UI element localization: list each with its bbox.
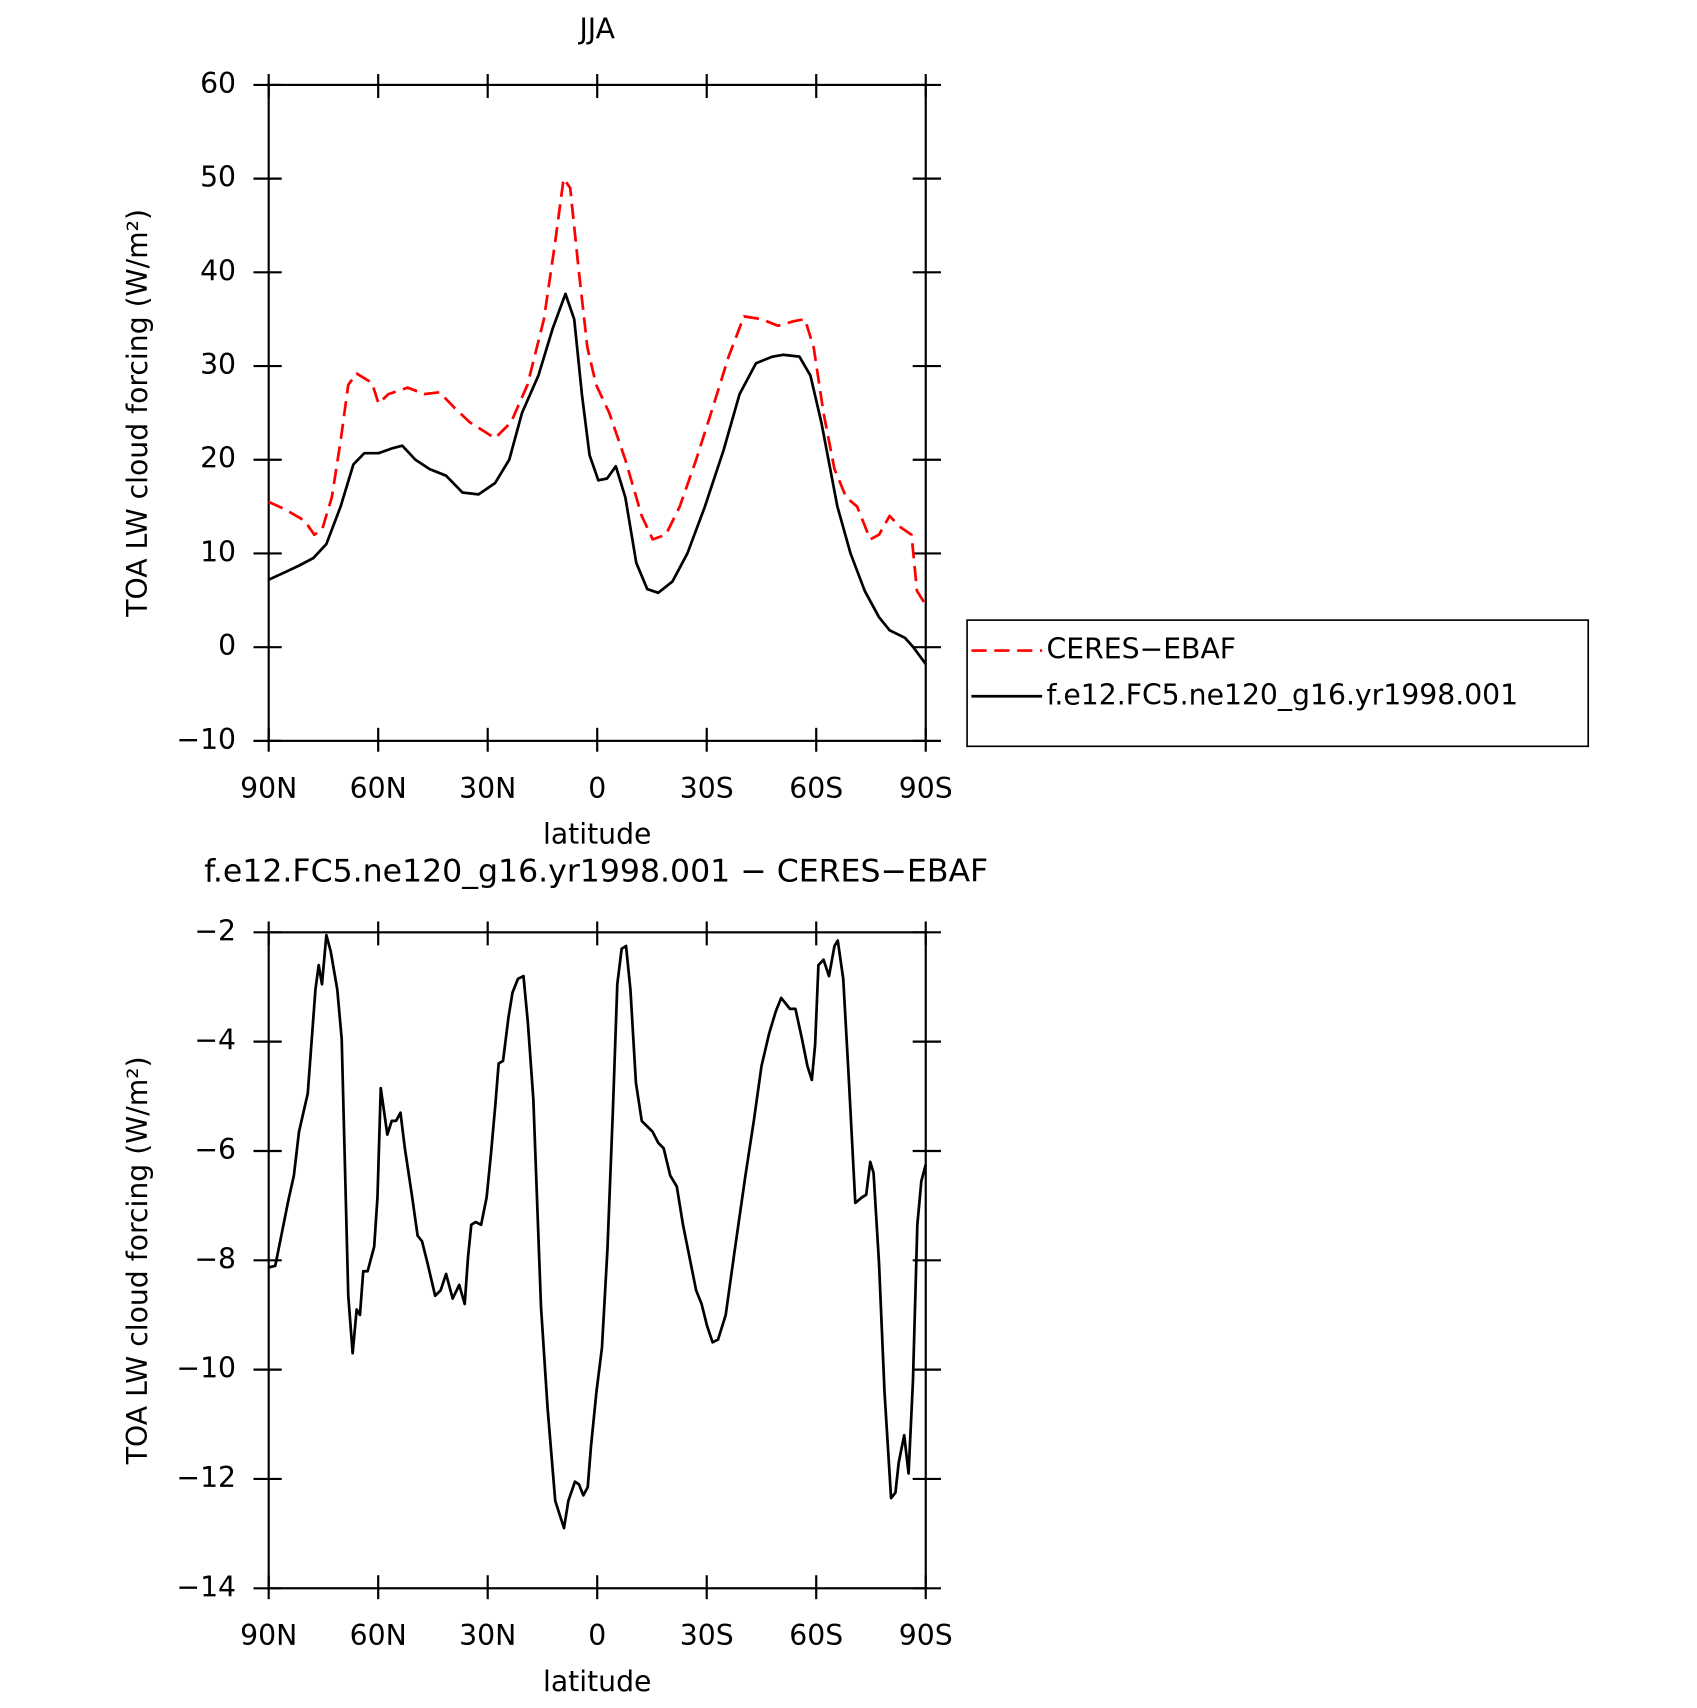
- plot-frame: [267, 931, 927, 1590]
- y-tick-label: −2: [194, 914, 236, 947]
- x-tick-label: 30S: [680, 1619, 734, 1652]
- plot-frame: [267, 83, 927, 742]
- x-tick-label: 60S: [789, 1619, 843, 1652]
- x-axis-label: latitude: [543, 818, 651, 851]
- data-line: [268, 177, 927, 606]
- y-tick-label: −14: [176, 1570, 236, 1603]
- data-line: [268, 292, 927, 665]
- legend-label: CERES−EBAF: [1046, 633, 1236, 666]
- y-tick-label: 20: [200, 442, 236, 475]
- y-tick-label: 50: [200, 161, 236, 194]
- x-axis-label: latitude: [543, 1665, 651, 1698]
- x-tick-label: 60S: [789, 772, 843, 805]
- chart-title: JJA: [577, 13, 615, 46]
- x-tick-label: 30S: [680, 772, 734, 805]
- y-tick-label: −4: [194, 1024, 236, 1057]
- x-tick-label: 90N: [240, 772, 297, 805]
- y-tick-label: 10: [200, 535, 236, 568]
- y-tick-label: −10: [176, 1352, 236, 1385]
- x-tick-label: 0: [588, 1619, 606, 1652]
- y-tick-label: −6: [194, 1133, 236, 1166]
- data-line: [268, 933, 928, 1530]
- y-tick-label: 30: [200, 348, 236, 381]
- legend-label: f.e12.FC5.ne120_g16.yr1998.001: [1046, 678, 1518, 711]
- x-tick-label: 30N: [459, 772, 516, 805]
- y-tick-label: −10: [176, 723, 236, 756]
- y-axis-label: TOA LW cloud forcing (W/m²): [121, 1056, 154, 1465]
- x-tick-label: 0: [588, 772, 606, 805]
- y-tick-label: −12: [176, 1461, 236, 1494]
- x-tick-label: 90S: [899, 772, 953, 805]
- y-tick-label: 40: [200, 254, 236, 287]
- legend-box: [966, 619, 1590, 748]
- x-tick-label: 30N: [459, 1619, 516, 1652]
- x-tick-label: 90N: [240, 1619, 297, 1652]
- y-axis-label: TOA LW cloud forcing (W/m²): [121, 209, 154, 618]
- y-tick-label: 60: [200, 67, 236, 100]
- x-tick-label: 60N: [350, 772, 407, 805]
- chart-title: f.e12.FC5.ne120_g16.yr1998.001 − CERES−E…: [204, 853, 988, 889]
- y-tick-label: 0: [218, 629, 236, 662]
- x-tick-label: 90S: [899, 1619, 953, 1652]
- x-tick-label: 60N: [350, 1619, 407, 1652]
- y-tick-label: −8: [194, 1242, 236, 1275]
